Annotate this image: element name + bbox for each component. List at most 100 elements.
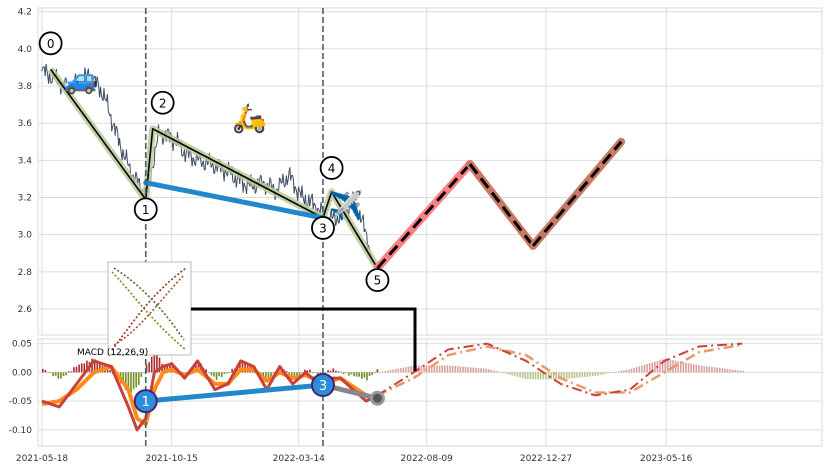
- price-line-segment: [297, 186, 299, 201]
- macd-histogram-bar: [306, 370, 309, 373]
- price-line-segment: [77, 76, 80, 80]
- macd-histogram-bar: [226, 372, 228, 374]
- macd-histogram-bar: [438, 365, 441, 373]
- macd-histogram-bar: [358, 372, 361, 377]
- macd-histogram-bar: [54, 372, 57, 376]
- wave-point-circle: [133, 197, 158, 222]
- inset-curve: [113, 274, 185, 346]
- macd-histogram-bar: [324, 372, 327, 374]
- macd-histogram-bar: [332, 368, 335, 373]
- price-line-segment: [82, 78, 85, 85]
- macd-histogram-bar: [93, 359, 96, 373]
- macd-histogram-bar: [156, 355, 158, 373]
- macd-histogram-bar: [495, 371, 498, 373]
- price-line-segment: [88, 80, 91, 83]
- x-tick-label: 2022-03-14: [273, 454, 326, 464]
- price-y-tick-label: 3.2: [18, 194, 32, 204]
- macd-histogram-bar: [218, 372, 220, 377]
- macd-histogram-bar: [488, 369, 490, 373]
- macd-histogram-bar: [529, 372, 532, 380]
- macd-histogram-bar: [742, 370, 744, 373]
- macd-y-tick-label: 0.00: [12, 368, 32, 378]
- price-line-segment: [254, 191, 257, 194]
- macd-divergence-label: 3: [319, 379, 327, 394]
- macd-histogram-bar: [547, 372, 550, 380]
- macd-histogram-bar: [363, 372, 366, 378]
- macd-histogram-bar: [524, 372, 526, 379]
- macd-histogram-bar: [449, 365, 451, 373]
- macd-histogram-bar: [345, 372, 348, 373]
- macd-histogram-bar: [724, 368, 726, 373]
- price-divergence-line: [143, 180, 326, 221]
- macd-histogram-bar: [267, 372, 270, 381]
- projection-dashed-line: [531, 140, 623, 247]
- macd-histogram-bar: [620, 370, 622, 373]
- macd-histogram-bar: [490, 369, 493, 373]
- macd-histogram-bar: [215, 372, 218, 380]
- macd-histogram-bar: [469, 367, 472, 373]
- price-line-segment: [115, 125, 118, 128]
- price-line-segment: [297, 186, 300, 191]
- macd-histogram-bar: [163, 364, 166, 373]
- price-line-segment: [92, 79, 95, 89]
- price-line-segment: [260, 174, 262, 177]
- wave-point-circle: [150, 90, 175, 115]
- price-line-segment: [223, 169, 226, 182]
- macd-divergence-circle: [310, 373, 335, 398]
- macd-histogram-bar: [628, 369, 630, 373]
- price-line-segment: [97, 80, 100, 88]
- price-line-segment: [99, 86, 102, 95]
- price-line-segment: [119, 145, 122, 154]
- wave-point-label: 1: [142, 203, 150, 217]
- price-line-segment: [68, 84, 70, 88]
- macd-histogram-bar: [44, 369, 47, 373]
- macd-histogram-bar: [433, 365, 436, 373]
- macd-divergence-line: [143, 382, 326, 404]
- price-line-segment: [182, 154, 184, 157]
- macd-histogram-bar: [508, 372, 511, 375]
- price-line-segment: [125, 149, 128, 161]
- macd-histogram-bar: [646, 363, 648, 373]
- macd-histogram-bar: [498, 371, 501, 373]
- macd-y-tick-label: -0.05: [9, 397, 32, 407]
- macd-histogram-bar: [718, 368, 721, 373]
- macd-histogram-bar: [703, 366, 705, 373]
- price-line-segment: [361, 217, 363, 221]
- macd-histogram-bar: [711, 367, 713, 373]
- price-line-segment: [333, 211, 336, 217]
- macd-histogram-bar: [615, 371, 617, 373]
- price-line-segment: [123, 156, 126, 160]
- macd-histogram-bar: [516, 372, 519, 377]
- macd-histogram-bar: [716, 367, 718, 373]
- macd-histogram-bar: [555, 372, 558, 380]
- macd-histogram-bar: [659, 360, 661, 373]
- price-line-segment: [96, 76, 99, 81]
- macd-histogram-bar: [485, 368, 488, 373]
- macd-histogram-bar: [705, 366, 708, 373]
- macd-projection-line: [376, 342, 743, 397]
- wave-point-label: 4: [328, 161, 336, 175]
- price-line-segment: [251, 184, 254, 190]
- macd-histogram-bar: [692, 364, 695, 373]
- macd-histogram-bar: [231, 368, 233, 373]
- macd-histogram-bar: [296, 372, 298, 376]
- price-line-segment: [268, 177, 271, 188]
- macd-divergence-label: 1: [142, 395, 150, 410]
- macd-histogram-bar: [514, 372, 516, 377]
- macd-histogram-bar: [690, 363, 692, 373]
- macd-histogram-bar: [80, 363, 83, 373]
- macd-histogram-bar: [83, 363, 86, 373]
- macd-histogram-bar: [47, 372, 49, 373]
- macd-histogram-bar: [661, 359, 664, 373]
- price-line-segment: [364, 228, 367, 232]
- price-line-segment: [156, 138, 159, 145]
- macd-histogram-bar: [106, 370, 109, 373]
- macd-histogram-bar: [407, 366, 410, 373]
- price-y-tick-label: 4.2: [18, 8, 32, 18]
- macd-histogram-bar: [265, 372, 267, 382]
- macd-histogram-bar: [394, 369, 397, 373]
- macd-histogram-bar: [581, 372, 584, 378]
- macd-histogram-bar: [207, 372, 210, 373]
- price-y-tick-label: 2.6: [18, 305, 33, 315]
- price-line-segment: [122, 149, 125, 157]
